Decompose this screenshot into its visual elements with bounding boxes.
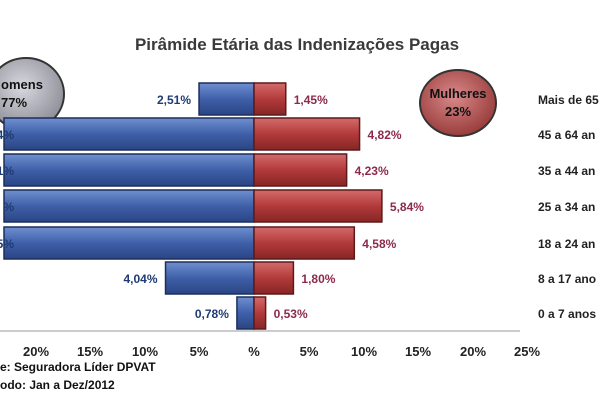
- bubble-mulheres: Mulheres 23%: [419, 69, 497, 137]
- bar-homens-0: [236, 296, 255, 330]
- bar-mulheres-2: [253, 226, 356, 260]
- label-mulheres-0: 0,53%: [274, 307, 308, 321]
- x-tick-6: 10%: [351, 344, 377, 359]
- label-homens-0: 0,78%: [195, 307, 229, 321]
- bubble-homens-label: omens: [1, 77, 43, 92]
- bar-mulheres-6: [253, 82, 287, 116]
- age-label-6: Mais de 65: [538, 93, 599, 107]
- bar-homens-6: [198, 82, 255, 116]
- x-tick-9: 25%: [514, 344, 540, 359]
- x-tick-7: 15%: [405, 344, 431, 359]
- age-label-0: 0 a 7 anos: [538, 307, 596, 321]
- age-label-1: 8 a 17 ano: [538, 272, 596, 286]
- bar-mulheres-0: [253, 296, 267, 330]
- label-homens-4: 14,61%: [0, 164, 14, 178]
- bar-mulheres-3: [253, 189, 383, 223]
- age-label-5: 45 a 64 an: [538, 128, 595, 142]
- bar-mulheres-5: [253, 117, 361, 151]
- label-homens-2: 18,65%: [0, 237, 14, 251]
- x-tick-group: 20% 15% 10% 5%% 5% 10% 15% 20% 25%: [23, 344, 540, 359]
- label-homens-5: 13,84%: [0, 128, 14, 142]
- bar-homens-4: [3, 153, 255, 187]
- age-label-4: 35 a 44 an: [538, 164, 595, 178]
- x-tick-1: 15%: [77, 344, 103, 359]
- label-mulheres-4: 4,23%: [355, 164, 389, 178]
- label-homens-1: 4,04%: [123, 272, 157, 286]
- age-label-group: 0 a 7 anos 8 a 17 ano 18 a 24 an 25 a 34 an…: [538, 93, 599, 321]
- bar-mulheres-4: [253, 153, 348, 187]
- label-mulheres-3: 5,84%: [390, 200, 424, 214]
- label-mulheres-5: 4,82%: [368, 128, 402, 142]
- source-note: e: Seguradora Líder DPVAT: [0, 360, 156, 374]
- x-tick-2: 10%: [132, 344, 158, 359]
- x-tick-4: %: [248, 344, 260, 359]
- x-tick-0: 20%: [23, 344, 49, 359]
- bar-homens-2: [3, 226, 255, 260]
- x-tick-3: 5%: [190, 344, 209, 359]
- bubble-mulheres-value: 23%: [445, 104, 471, 119]
- label-mulheres-2: 4,58%: [362, 237, 396, 251]
- x-tick-8: 20%: [460, 344, 486, 359]
- bar-homens-1: [164, 261, 255, 295]
- label-mulheres-1: 1,80%: [301, 272, 335, 286]
- bubble-homens: omens 77%: [0, 57, 65, 131]
- bubble-homens-value: 77%: [1, 95, 27, 110]
- bar-homens-5: [3, 117, 255, 151]
- label-homens-3: %: [3, 200, 14, 214]
- bar-homens-3: [3, 189, 255, 223]
- period-note: odo: Jan a Dez/2012: [0, 378, 115, 392]
- age-label-3: 25 a 34 an: [538, 200, 595, 214]
- bar-mulheres-1: [253, 261, 295, 295]
- chart-title: Pirâmide Etária das Indenizações Pagas: [135, 35, 459, 54]
- label-homens-6: 2,51%: [157, 93, 191, 107]
- x-tick-5: 5%: [300, 344, 319, 359]
- bars-group: 0,78% 0,53% 4,04% 1,80% 18,65% 4,58%% 5,84% 14,…: [0, 82, 424, 330]
- bubble-mulheres-label: Mulheres: [429, 86, 486, 101]
- age-label-2: 18 a 24 an: [538, 237, 595, 251]
- label-mulheres-6: 1,45%: [294, 93, 328, 107]
